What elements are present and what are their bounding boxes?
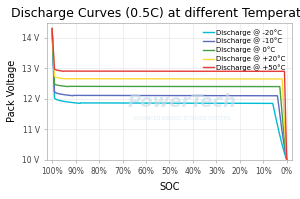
- Discharge @ +20°C: [145, 78, 149, 80]
- Discharge @ 0°C: [212, 85, 215, 88]
- Discharge @ 0°C: [154, 85, 157, 88]
- Discharge @ 0°C: [233, 85, 237, 88]
- Discharge @ -10°C: [74, 94, 78, 97]
- Discharge @ +50°C: [233, 70, 237, 72]
- Line: Discharge @ 0°C: Discharge @ 0°C: [52, 29, 287, 160]
- Discharge @ -20°C: [154, 102, 157, 104]
- Discharge @ -10°C: [212, 95, 215, 97]
- Discharge @ +20°C: [233, 78, 237, 80]
- Discharge @ -20°C: [212, 102, 215, 104]
- Discharge @ +20°C: [285, 159, 289, 161]
- Discharge @ 0°C: [238, 85, 241, 88]
- X-axis label: SOC: SOC: [159, 182, 180, 192]
- Line: Discharge @ +20°C: Discharge @ +20°C: [52, 29, 287, 160]
- Text: ADVANCED ENERGY STORAGE SYSTEMS: ADVANCED ENERGY STORAGE SYSTEMS: [133, 116, 230, 121]
- Discharge @ -10°C: [145, 94, 149, 97]
- Discharge @ -20°C: [238, 102, 241, 104]
- Line: Discharge @ -20°C: Discharge @ -20°C: [52, 29, 287, 160]
- Discharge @ +50°C: [50, 27, 54, 30]
- Discharge @ 0°C: [145, 85, 149, 88]
- Discharge @ -10°C: [285, 159, 289, 161]
- Discharge @ +20°C: [238, 78, 241, 80]
- Discharge @ -20°C: [285, 159, 289, 161]
- Line: Discharge @ +50°C: Discharge @ +50°C: [52, 29, 287, 160]
- Discharge @ 0°C: [285, 159, 289, 161]
- Line: Discharge @ -10°C: Discharge @ -10°C: [52, 29, 287, 160]
- Discharge @ +20°C: [74, 78, 78, 80]
- Legend: Discharge @ -20°C, Discharge @ -10°C, Discharge @ 0°C, Discharge @ +20°C, Discha: Discharge @ -20°C, Discharge @ -10°C, Di…: [201, 26, 288, 74]
- Discharge @ +20°C: [154, 78, 157, 80]
- Discharge @ -20°C: [74, 102, 78, 104]
- Discharge @ +20°C: [212, 78, 215, 80]
- Discharge @ 0°C: [74, 85, 78, 88]
- Discharge @ -10°C: [233, 95, 237, 97]
- Discharge @ -20°C: [145, 102, 149, 104]
- Y-axis label: Pack Voltage: Pack Voltage: [7, 60, 17, 122]
- Discharge @ +50°C: [74, 70, 78, 72]
- Text: PowerTech: PowerTech: [127, 93, 236, 111]
- Discharge @ -10°C: [154, 94, 157, 97]
- Discharge @ -10°C: [238, 95, 241, 97]
- Discharge @ +50°C: [154, 70, 157, 72]
- Discharge @ +20°C: [50, 27, 54, 30]
- Discharge @ +50°C: [285, 159, 289, 161]
- Title: Discharge Curves (0.5C) at different Temperatures: Discharge Curves (0.5C) at different Tem…: [11, 7, 300, 20]
- Discharge @ +50°C: [212, 70, 215, 72]
- Discharge @ -10°C: [50, 27, 54, 30]
- Discharge @ 0°C: [50, 27, 54, 30]
- Discharge @ -20°C: [233, 102, 237, 104]
- Discharge @ +50°C: [145, 70, 149, 72]
- Discharge @ -20°C: [50, 27, 54, 30]
- Discharge @ +50°C: [238, 70, 241, 72]
